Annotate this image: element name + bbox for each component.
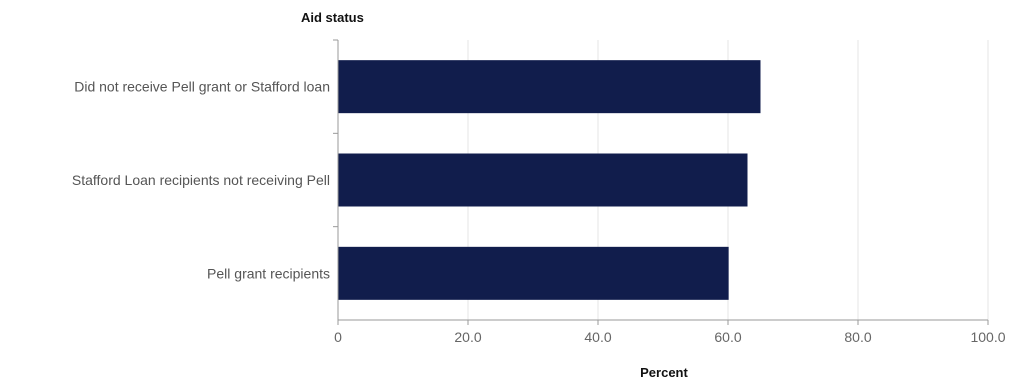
x-axis-title: Percent	[640, 365, 688, 380]
bars	[338, 60, 761, 300]
category-labels: Did not receive Pell grant or Stafford l…	[72, 39, 338, 281]
bar	[338, 153, 748, 207]
bar	[338, 60, 761, 114]
category-label: Stafford Loan recipients not receiving P…	[72, 172, 330, 188]
category-label: Did not receive Pell grant or Stafford l…	[74, 79, 330, 95]
x-tick-label: 0	[334, 329, 342, 345]
x-tick-label: 40.0	[584, 329, 611, 345]
x-tick-label: 80.0	[844, 329, 871, 345]
category-label: Pell grant recipients	[207, 265, 330, 281]
x-axis-ticks: 0 20.0 40.0 60.0 80.0 100.0	[334, 320, 1006, 345]
x-tick-label: 100.0	[970, 329, 1005, 345]
bar	[338, 246, 729, 300]
y-axis-title: Aid status	[301, 10, 364, 25]
x-tick-label: 60.0	[714, 329, 741, 345]
x-tick-label: 20.0	[454, 329, 481, 345]
